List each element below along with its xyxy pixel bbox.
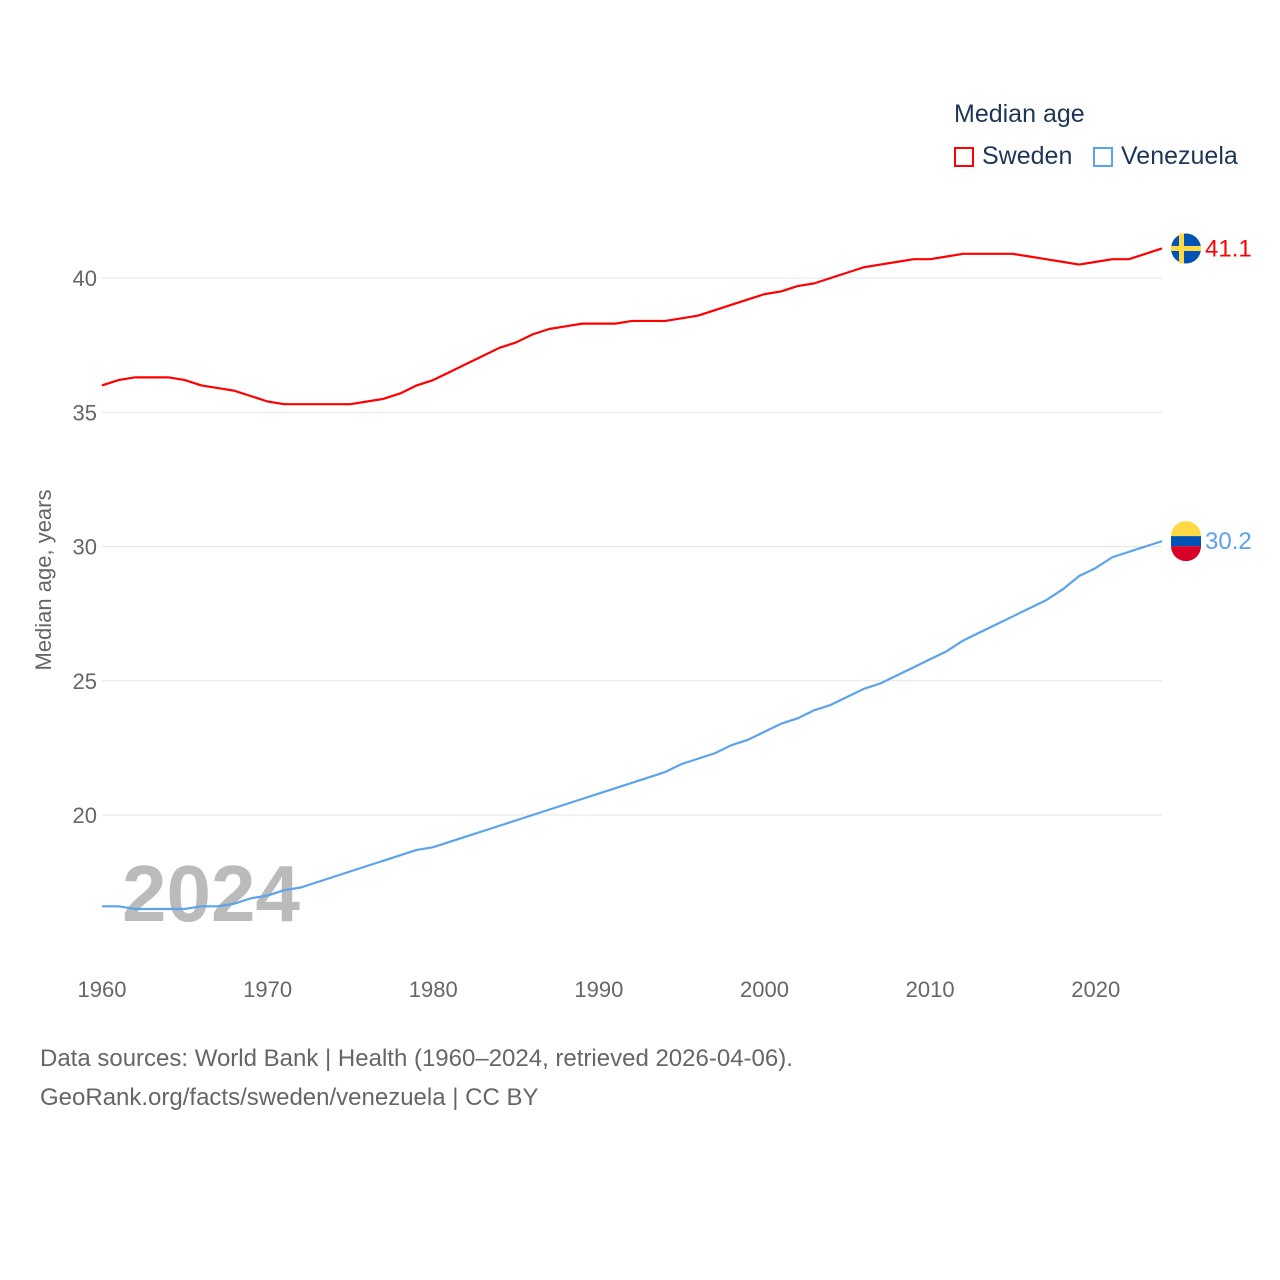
legend-swatch-venezuela [1093, 146, 1113, 167]
x-tick-label: 2000 [740, 977, 789, 1002]
y-tick-label: 25 [73, 669, 97, 694]
sweden-flag-cross [1171, 245, 1201, 251]
y-tick-label: 20 [73, 803, 97, 828]
y-axis-label: Median age, years [31, 490, 56, 671]
series-line-sweden [101, 247, 1163, 406]
y-tick-label: 35 [73, 400, 97, 425]
legend-label: Venezuela [1121, 142, 1238, 170]
venezuela-flag-icon [1171, 521, 1201, 537]
x-tick-label: 1970 [243, 977, 292, 1002]
legend-swatch-sweden [954, 146, 974, 167]
legend-title: Median age [954, 100, 1085, 128]
legend-item-sweden[interactable]: Sweden [954, 142, 1072, 171]
end-value-label: 30.2 [1205, 528, 1252, 555]
end-value-label: 41.1 [1205, 235, 1252, 262]
venezuela-flag-band [1171, 546, 1201, 562]
footer-link[interactable]: GeoRank.org/facts/sweden/venezuela | CC … [40, 1084, 539, 1111]
legend-label: Sweden [982, 142, 1073, 170]
x-tick-label: 2010 [906, 977, 955, 1002]
footer-sources: Data sources: World Bank | Health (1960–… [40, 1045, 793, 1072]
x-tick-label: 2020 [1071, 977, 1120, 1002]
x-tick-label: 1980 [409, 977, 458, 1002]
venezuela-flag-band [1171, 536, 1201, 547]
legend-item-venezuela[interactable]: Venezuela [1093, 142, 1238, 171]
y-tick-label: 40 [73, 266, 97, 291]
x-tick-label: 1990 [574, 977, 623, 1002]
series-line-venezuela [102, 540, 1163, 911]
x-tick-label: 1960 [78, 977, 127, 1002]
y-tick-label: 30 [73, 535, 97, 560]
